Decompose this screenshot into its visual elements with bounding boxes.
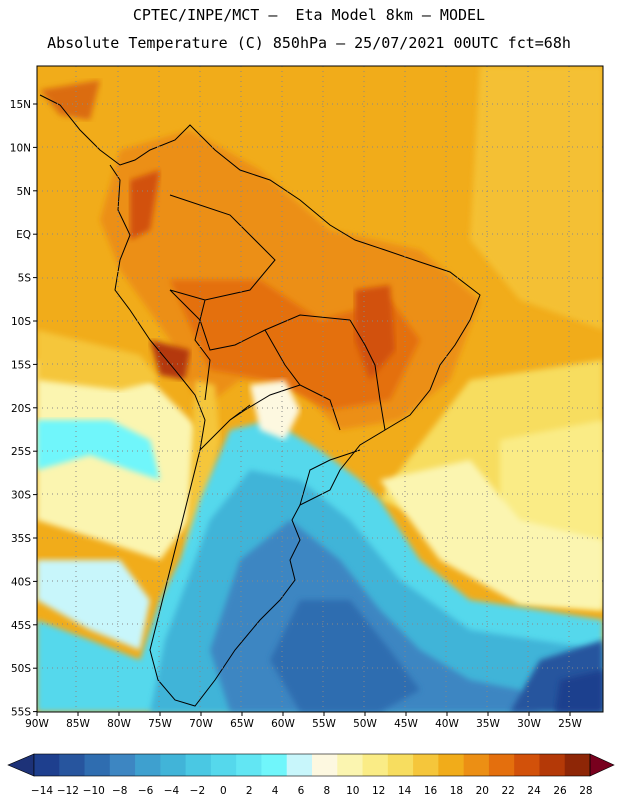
lon-label: 30W [517,718,541,730]
colorbar-tick-label: 22 [502,785,515,797]
colorbar-swatch [312,754,338,776]
colorbar-swatch [261,754,288,776]
colorbar-tick-label: 16 [424,785,438,797]
colorbar-swatch [413,754,439,776]
colorbar-tick-label: 4 [272,785,279,797]
coastline [39,94,481,707]
colorbar-tick-label: 20 [476,785,489,797]
colorbar-tick-label: −14 [31,785,53,797]
colorbar-tick-label: −12 [57,785,79,797]
colorbar-swatch [210,754,237,776]
colorbar-swatch [286,754,313,776]
colorbar-tick-label: −6 [138,785,154,797]
colorbar-tick-label: 10 [346,785,359,797]
colorbar-swatch [135,754,161,776]
colorbar-swatch [463,754,490,776]
lat-label: 55S [11,707,31,719]
colorbar-over-arrow [589,753,615,777]
colorbar-tick-label: −10 [83,785,105,797]
map-title-line2: Absolute Temperature (C) 850hPa – 25/07/… [47,34,571,52]
lat-label: 5N [16,186,31,198]
colorbar-tick-label: 24 [527,785,541,797]
colorbar-swatch [185,754,212,776]
lat-label: 30S [11,490,31,502]
colorbar-swatch [387,754,414,776]
lon-label: 40W [435,718,459,730]
lat-label: 10N [10,142,31,154]
colorbar-swatch [337,754,364,776]
map-title-line1: CPTEC/INPE/MCT – Eta Model 8km – MODEL [132,6,486,24]
lat-label: 35S [11,533,31,545]
lon-label: 50W [353,718,377,730]
colorbar-tick-label: 8 [324,785,331,797]
lon-label: 65W [230,718,254,730]
lon-label: 25W [558,718,582,730]
lat-label: 50S [11,663,31,675]
longitude-labels: 90W 85W 80W 75W 70W 65W 60W 55W 50W 45W 40W 35W 30W 2… [25,712,582,730]
colorbar-tick-label: 6 [298,785,305,797]
colorbar-swatch [160,754,187,776]
colorbar-frame [33,753,591,777]
lat-label: 15N [10,99,31,111]
colorbar-tick-label: −8 [112,785,127,797]
lon-label: 85W [66,718,90,730]
latitude-labels: 15N 10N 5N EQ 5S 10S 15S 20S 25S 30S 35S 40S 45S 50S 5… [10,99,37,719]
lat-label: 15S [11,359,31,371]
lon-label: 45W [394,718,418,730]
colorbar-swatch [362,754,389,776]
temperature-field [37,66,603,712]
colorbar-tick-label: 12 [372,785,385,797]
lon-label: 35W [476,718,500,730]
colorbar-tick-label: −2 [190,785,205,797]
lon-label: 60W [271,718,295,730]
colorbar-tick-label: 26 [553,785,567,797]
colorbar-tick-label: 14 [398,785,412,797]
colorbar-swatch [236,754,262,776]
colorbar-tick-label: −4 [164,785,180,797]
colorbar-tick-label: 2 [246,785,253,797]
colorbar-swatch [438,754,465,776]
colorbar-tick-label: 28 [579,785,592,797]
colorbar-swatch [34,754,60,776]
lon-label: 75W [148,718,172,730]
lon-label: 90W [25,718,49,730]
lat-label: 25S [11,446,31,458]
colorbar-swatch [84,754,111,776]
colorbar-under-arrow [7,753,35,777]
colorbar-swatch [539,754,566,776]
lat-label: 45S [11,620,31,632]
colorbar-swatch [109,754,136,776]
colorbar-swatch [564,754,591,776]
lon-label: 70W [189,718,213,730]
colorbar-swatch [488,754,515,776]
colorbar-swatch [59,754,86,776]
lon-label: 55W [312,718,336,730]
lat-label: 20S [11,403,31,415]
colorbar-tick-label: 18 [450,785,463,797]
lon-label: 80W [107,718,131,730]
lat-label: 40S [11,576,31,588]
map-frame [36,65,604,713]
colorbar-tick-label: 0 [220,785,227,797]
lat-label: EQ [16,229,31,241]
colorbar-swatch [514,754,540,776]
lat-label: 10S [11,316,31,328]
lat-label: 5S [18,273,32,285]
